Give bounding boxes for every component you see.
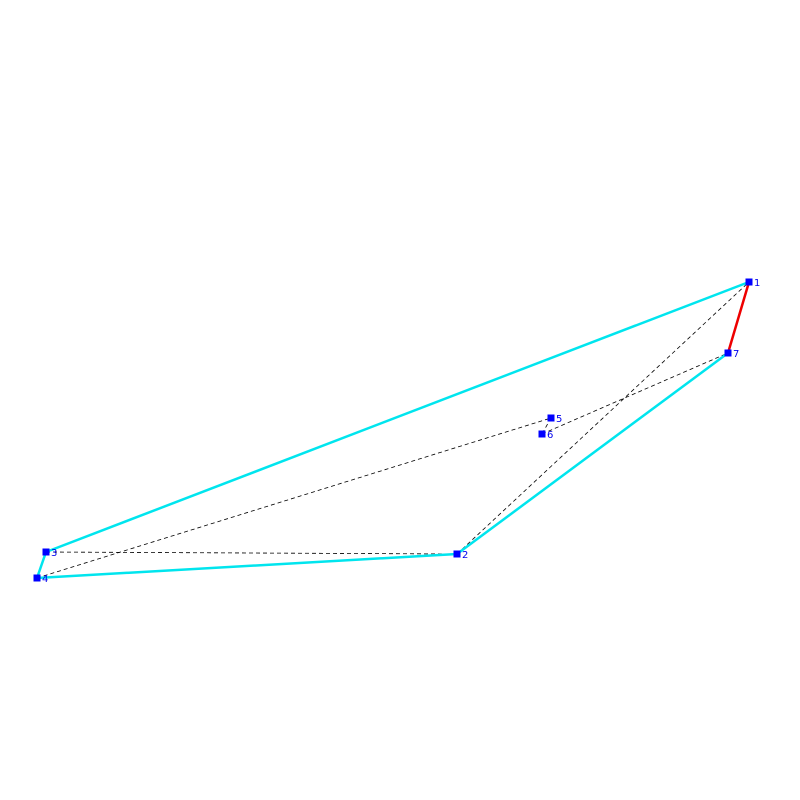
dashed-edge-2-1 [456,281,750,555]
point-marker-2 [453,550,461,558]
point-2: 2 [453,550,468,561]
dashed-edge-4-5 [36,417,552,579]
point-marker-3 [42,548,50,556]
point-label-1: 1 [754,278,760,289]
point-7: 7 [724,349,739,360]
point-6: 6 [538,430,553,441]
hull-edge-3-4 [35,551,48,579]
point-label-2: 2 [462,550,468,561]
point-1: 1 [745,278,760,289]
point-5: 5 [547,414,562,425]
point-marker-1 [745,278,753,286]
point-4: 4 [33,574,48,585]
points-layer: 1 2 3 4 56 7 [33,278,760,585]
highlight-edges-layer [726,281,751,354]
point-marker-4 [33,574,41,582]
hull-edge-1-3 [45,280,750,554]
point-label-4: 4 [42,574,48,585]
hull-edges-layer [35,280,750,580]
point-marker-6 [538,430,546,438]
point-marker-7 [724,349,732,357]
point-label-6: 6 [547,430,553,441]
hull-edge-4-2 [36,552,458,580]
dashed-edges-layer [36,281,750,579]
point-marker-5 [547,414,555,422]
point-label-7: 7 [733,349,739,360]
point-label-3: 3 [51,548,57,559]
dashed-edge-3-2 [45,551,458,555]
hull-edge-2-7 [456,351,729,556]
dashed-edge-6-7 [541,352,729,435]
point-3: 3 [42,548,57,559]
point-label-5: 5 [556,414,562,425]
highlight-edge-7-1 [726,281,751,354]
